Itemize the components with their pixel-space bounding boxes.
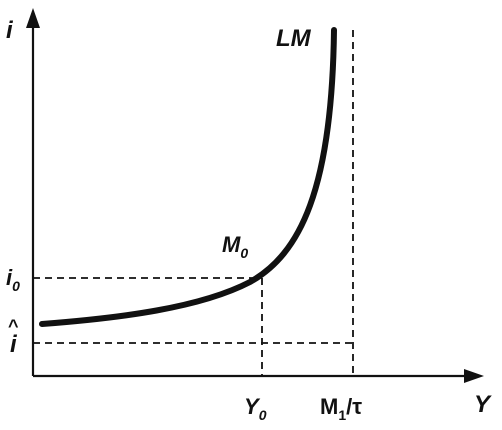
i-hat-base: i [10,331,18,358]
i-hat-accent: ^ [8,316,19,336]
guide-lines [33,30,354,376]
x-axis-arrow [464,369,484,383]
y0-tick-label: Y0 [244,394,267,423]
i0-tick-label: i0 [6,265,20,294]
point-m0-label: M0 [222,232,248,261]
axes [26,8,484,383]
m1-tau-tick-label: M1/τ [320,394,362,423]
y-axis-arrow [26,8,40,28]
y-axis-label: i [6,17,14,44]
x-axis-label: Y [474,391,492,418]
i-hat-tick-label: i ^ [8,316,19,358]
lm-curve-label: LM [276,25,312,52]
lm-curve [39,27,337,327]
